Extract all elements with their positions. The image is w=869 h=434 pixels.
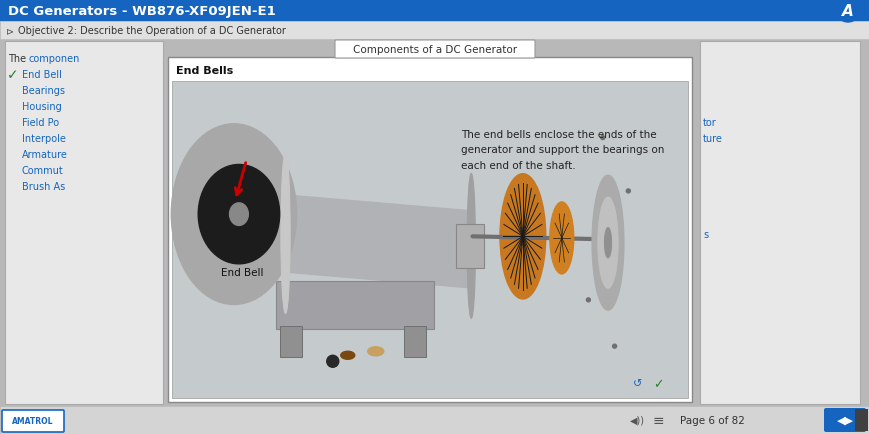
Text: Components of a DC Generator: Components of a DC Generator <box>353 45 516 55</box>
Text: End Bells: End Bells <box>176 66 233 76</box>
Polygon shape <box>281 195 467 288</box>
FancyBboxPatch shape <box>823 408 865 432</box>
Text: End Bell: End Bell <box>221 267 263 277</box>
Text: ✓: ✓ <box>7 68 18 82</box>
Text: ⊳: ⊳ <box>6 26 14 36</box>
Text: Objective 2: Describe the Operation of a DC Generator: Objective 2: Describe the Operation of a… <box>18 26 286 36</box>
FancyBboxPatch shape <box>172 82 687 398</box>
Text: s: s <box>702 230 707 240</box>
Text: tor: tor <box>702 118 716 128</box>
Text: DC Generators - WB876-XF09JEN-E1: DC Generators - WB876-XF09JEN-E1 <box>8 4 275 17</box>
Text: The: The <box>8 54 30 64</box>
FancyBboxPatch shape <box>0 406 869 434</box>
Ellipse shape <box>467 174 475 319</box>
Text: ↺: ↺ <box>633 378 642 388</box>
FancyBboxPatch shape <box>854 409 867 431</box>
Text: ✓: ✓ <box>652 377 662 390</box>
Text: Field Po: Field Po <box>22 118 59 128</box>
FancyBboxPatch shape <box>280 326 302 358</box>
Circle shape <box>626 190 630 194</box>
Ellipse shape <box>171 125 296 305</box>
Text: componen: componen <box>29 54 80 64</box>
Text: End Bell: End Bell <box>22 70 62 80</box>
Text: A: A <box>841 3 852 19</box>
Text: Housing: Housing <box>22 102 62 112</box>
Circle shape <box>600 136 604 140</box>
FancyBboxPatch shape <box>700 42 859 404</box>
Ellipse shape <box>341 352 355 359</box>
FancyBboxPatch shape <box>403 326 426 358</box>
FancyBboxPatch shape <box>0 0 869 22</box>
Ellipse shape <box>198 165 279 264</box>
Ellipse shape <box>597 197 618 289</box>
Text: Brush As: Brush As <box>22 181 65 191</box>
Text: Interpole: Interpole <box>22 134 66 144</box>
Ellipse shape <box>229 204 248 226</box>
Ellipse shape <box>368 347 383 356</box>
FancyBboxPatch shape <box>2 410 64 432</box>
Ellipse shape <box>281 154 290 314</box>
Text: ≡: ≡ <box>652 413 663 427</box>
FancyBboxPatch shape <box>0 40 869 406</box>
Text: ◀▶: ◀▶ <box>835 415 852 425</box>
Text: Page 6 of 82: Page 6 of 82 <box>679 415 744 425</box>
FancyBboxPatch shape <box>335 41 534 59</box>
Text: Bearings: Bearings <box>22 86 65 96</box>
FancyBboxPatch shape <box>275 282 434 329</box>
Text: ◀)): ◀)) <box>629 415 644 425</box>
Ellipse shape <box>604 228 611 258</box>
Circle shape <box>327 355 338 368</box>
Text: ture: ture <box>702 134 722 144</box>
Circle shape <box>612 344 616 349</box>
FancyBboxPatch shape <box>0 22 869 40</box>
Ellipse shape <box>592 176 623 310</box>
Text: Commut: Commut <box>22 166 63 176</box>
FancyBboxPatch shape <box>5 42 163 404</box>
Text: Armature: Armature <box>22 150 68 160</box>
FancyBboxPatch shape <box>455 224 484 268</box>
Circle shape <box>835 0 859 23</box>
Circle shape <box>586 298 590 302</box>
Ellipse shape <box>500 174 545 299</box>
Text: The end bells enclose the ends of the
generator and support the bearings on
each: The end bells enclose the ends of the ge… <box>461 129 664 171</box>
Ellipse shape <box>549 202 574 274</box>
Text: AMATROL: AMATROL <box>12 416 54 425</box>
FancyBboxPatch shape <box>168 58 691 402</box>
